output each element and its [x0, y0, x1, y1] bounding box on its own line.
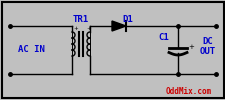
Text: AC IN: AC IN — [18, 46, 44, 54]
Text: +: + — [187, 44, 193, 50]
Text: DC: DC — [202, 38, 212, 46]
Text: OUT: OUT — [199, 48, 215, 56]
Text: +: + — [73, 26, 77, 31]
Text: TR1: TR1 — [73, 16, 89, 24]
Text: D1: D1 — [122, 16, 132, 24]
Text: C1: C1 — [158, 34, 169, 42]
Text: +: + — [86, 26, 90, 31]
Polygon shape — [112, 21, 126, 31]
Text: OddMix.com: OddMix.com — [165, 86, 211, 96]
